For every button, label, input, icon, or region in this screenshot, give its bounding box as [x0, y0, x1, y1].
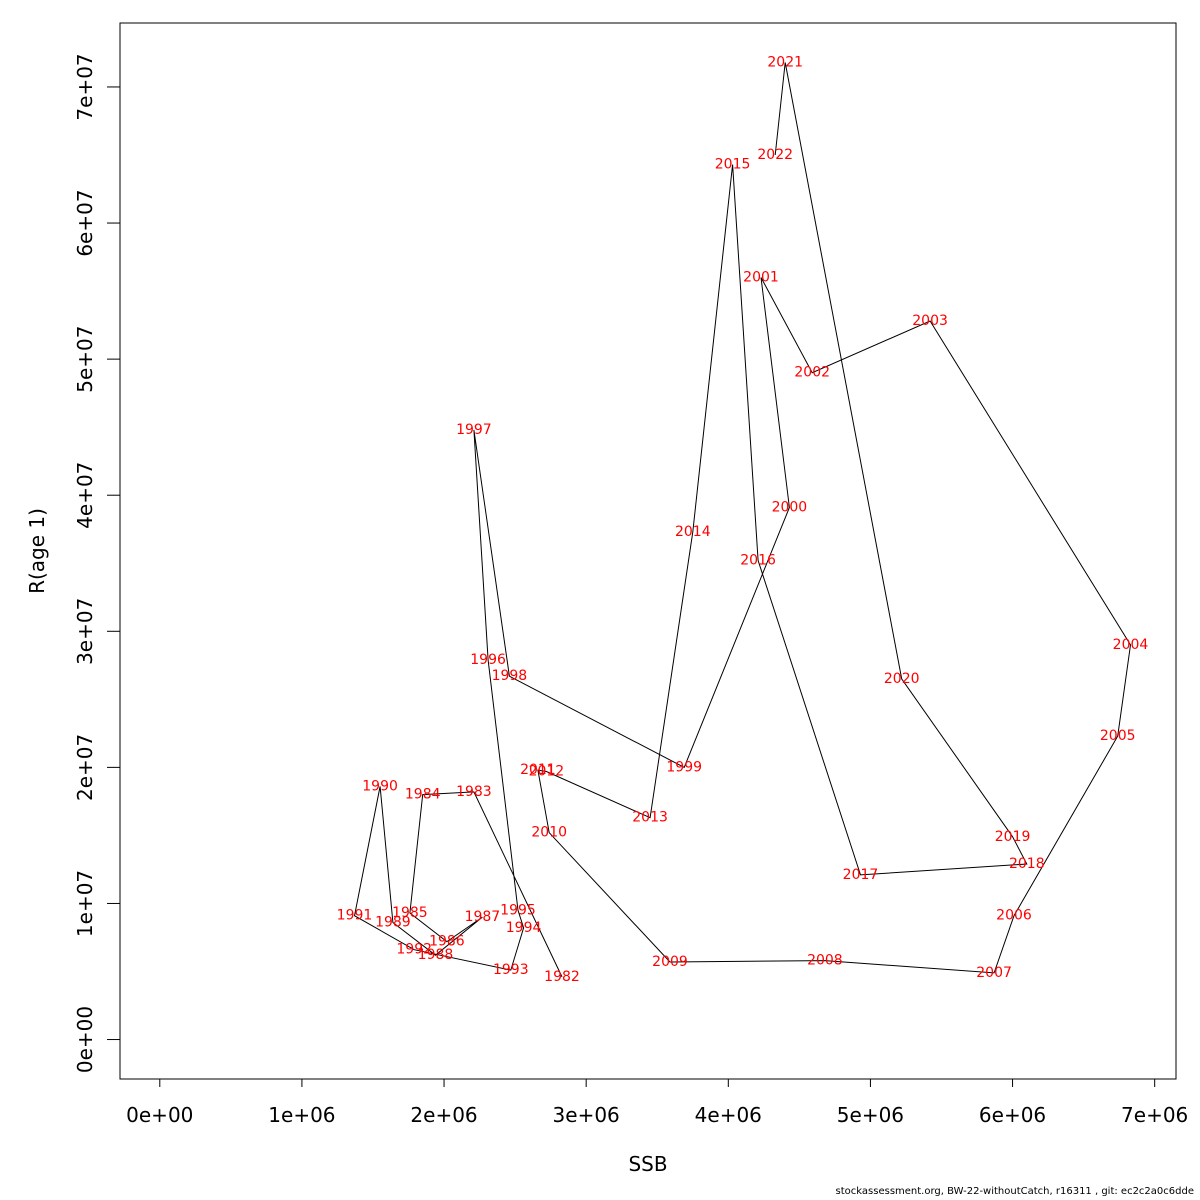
year-label-1983: 1983 — [456, 784, 492, 800]
year-label-1992: 1992 — [396, 942, 432, 958]
y-tick-label: 4e+07 — [73, 462, 97, 529]
y-tick-label: 0e+00 — [73, 1006, 97, 1073]
year-label-2017: 2017 — [843, 867, 879, 883]
year-label-1991: 1991 — [337, 908, 373, 924]
year-label-2003: 2003 — [912, 313, 948, 329]
year-label-2014: 2014 — [675, 524, 711, 540]
year-label-2005: 2005 — [1100, 728, 1136, 744]
year-label-2006: 2006 — [996, 908, 1032, 924]
year-label-1988: 1988 — [418, 947, 454, 963]
x-tick-label: 1e+06 — [268, 1103, 335, 1127]
year-label-2018: 2018 — [1009, 856, 1045, 872]
x-tick-label: 4e+06 — [695, 1103, 762, 1127]
year-label-2012: 2012 — [529, 764, 565, 780]
x-axis-title: SSB — [628, 1152, 667, 1176]
year-label-2009: 2009 — [652, 954, 688, 970]
year-label-2004: 2004 — [1113, 637, 1149, 653]
y-tick-label: 5e+07 — [73, 325, 97, 392]
year-label-1999: 1999 — [666, 759, 702, 775]
year-label-1986: 1986 — [429, 934, 465, 950]
x-tick-label: 3e+06 — [553, 1103, 620, 1127]
x-tick-label: 5e+06 — [837, 1103, 904, 1127]
year-label-1997: 1997 — [456, 422, 492, 438]
y-tick-label: 3e+07 — [73, 598, 97, 665]
y-tick-label: 7e+07 — [73, 53, 97, 120]
year-label-1984: 1984 — [405, 787, 441, 803]
y-tick-label: 6e+07 — [73, 189, 97, 256]
year-label-2002: 2002 — [794, 365, 830, 381]
footer-attribution: stockassessment.org, BW-22-withoutCatch,… — [835, 1186, 1194, 1197]
year-label-2020: 2020 — [884, 671, 920, 687]
year-label-2022: 2022 — [757, 147, 793, 163]
year-label-2007: 2007 — [976, 965, 1012, 981]
x-tick-label: 0e+00 — [126, 1103, 193, 1127]
year-label-2016: 2016 — [740, 553, 776, 569]
year-label-1985: 1985 — [392, 905, 428, 921]
year-label-2021: 2021 — [767, 55, 803, 71]
year-label-1994: 1994 — [506, 920, 542, 936]
y-axis: 0e+00 1e+07 2e+07 3e+07 4e+07 5e+07 6e+07 7e+07 — [73, 53, 121, 1073]
x-tick-label: 7e+06 — [1121, 1103, 1188, 1127]
year-label-1996: 1996 — [470, 652, 506, 668]
year-label-2011: 2011 — [520, 762, 556, 778]
x-axis: 0e+00 1e+06 2e+06 3e+06 4e+06 5e+06 6e+06 7e+06 — [126, 1078, 1188, 1127]
year-label-1989: 1989 — [375, 915, 411, 931]
year-label-1990: 1990 — [362, 778, 398, 794]
year-label-2010: 2010 — [531, 825, 567, 841]
year-label-2015: 2015 — [715, 157, 751, 173]
year-label-2001: 2001 — [743, 270, 779, 286]
year-label-1998: 1998 — [492, 668, 528, 684]
y-tick-label: 2e+07 — [73, 734, 97, 801]
year-label-2008: 2008 — [807, 953, 843, 969]
year-label-1982: 1982 — [544, 969, 580, 985]
x-tick-label: 6e+06 — [979, 1103, 1046, 1127]
x-tick-label: 2e+06 — [410, 1103, 477, 1127]
year-label-2019: 2019 — [995, 829, 1031, 845]
recruitment-trajectory-line — [353, 62, 1132, 978]
year-label-1987: 1987 — [465, 909, 501, 925]
y-tick-label: 1e+07 — [73, 870, 97, 937]
year-label-2013: 2013 — [632, 810, 668, 826]
year-label-2000: 2000 — [772, 500, 808, 516]
year-label-1993: 1993 — [493, 962, 529, 978]
y-axis-title: R(age 1) — [25, 508, 49, 594]
year-label-1995: 1995 — [500, 902, 536, 918]
